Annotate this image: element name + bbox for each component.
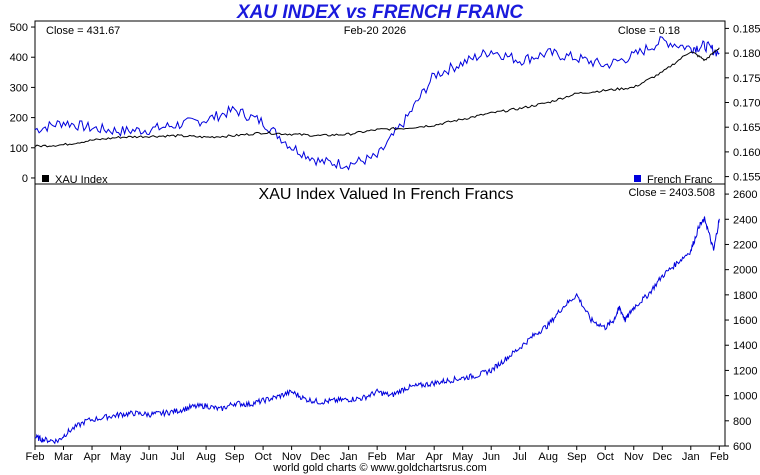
x-tick-label: Mar: [396, 451, 415, 463]
top-right-tick-label: 0.185: [733, 23, 760, 35]
x-tick-label: Aug: [538, 451, 558, 463]
bottom-panel-heading: XAU Index Valued In French Francs: [259, 186, 514, 203]
legend-xau-label: XAU Index: [55, 174, 108, 186]
top-left-tick-label: 0: [22, 173, 28, 185]
top-left-tick-label: 400: [10, 52, 28, 64]
xau-in-francs-series-line: [34, 215, 720, 445]
x-tick-label: Dec: [652, 451, 672, 463]
top-left-tick-label: 500: [10, 22, 28, 34]
xau-series-line: [34, 47, 720, 148]
bottom-tick-label: 2400: [733, 214, 757, 226]
x-tick-label: May: [452, 451, 473, 463]
x-tick-label: May: [110, 451, 131, 463]
x-tick-label: Mar: [54, 451, 73, 463]
legend-franc-swatch: [634, 175, 641, 182]
bottom-tick-label: 1400: [733, 340, 757, 352]
bottom-tick-label: 600: [733, 441, 751, 453]
top-right-tick-label: 0.170: [733, 98, 760, 110]
bottom-tick-label: 1800: [733, 290, 757, 302]
x-tick-label: Nov: [282, 451, 302, 463]
top-left-tick-label: 100: [10, 143, 28, 155]
top-close-xau: Close = 431.67: [46, 25, 120, 37]
top-right-tick-label: 0.175: [733, 73, 760, 85]
top-right-tick-label: 0.155: [733, 172, 760, 184]
x-tick-label: Dec: [310, 451, 330, 463]
bottom-tick-label: 1600: [733, 315, 757, 327]
x-tick-label: Oct: [255, 451, 272, 463]
top-right-tick-label: 0.160: [733, 147, 760, 159]
top-left-tick-label: 200: [10, 113, 28, 125]
footer-credit: world gold charts © www.goldchartsrus.co…: [273, 462, 487, 474]
series-layer: [34, 35, 720, 445]
x-tick-label: Jan: [682, 451, 700, 463]
x-tick-label: Jun: [140, 451, 158, 463]
top-right-tick-label: 0.180: [733, 48, 760, 60]
bottom-tick-label: 2200: [733, 239, 757, 251]
x-tick-label: Jun: [482, 451, 500, 463]
x-tick-label: Aug: [196, 451, 216, 463]
bottom-close-value: Close = 2403.508: [628, 187, 715, 199]
x-tick-label: Jul: [513, 451, 527, 463]
x-tick-label: Nov: [624, 451, 644, 463]
top-panel-frame: [34, 20, 726, 185]
bottom-tick-label: 2600: [733, 189, 757, 201]
x-tick-label: Jul: [171, 451, 185, 463]
x-tick-label: Sep: [225, 451, 245, 463]
top-right-tick-label: 0.165: [733, 122, 760, 134]
x-tick-label: Feb: [26, 451, 45, 463]
legend-xau-swatch: [42, 175, 49, 182]
bottom-tick-label: 2000: [733, 265, 757, 277]
x-tick-label: Sep: [567, 451, 587, 463]
bottom-tick-label: 1000: [733, 391, 757, 403]
x-tick-label: Apr: [426, 451, 443, 463]
top-date: Feb-20 2026: [344, 25, 406, 37]
x-tick-label: Feb: [368, 451, 387, 463]
top-close-franc: Close = 0.18: [618, 25, 680, 37]
bottom-tick-label: 1200: [733, 365, 757, 377]
franc-series-line: [34, 35, 720, 171]
bottom-panel-frame: [34, 183, 726, 447]
top-left-tick-label: 300: [10, 82, 28, 94]
axes-layer: 0 100 200 300 400 500 0.155 0.160 0.165 0.170 0.17…: [10, 22, 760, 463]
x-tick-label: Jan: [340, 451, 358, 463]
x-tick-label: Feb: [710, 451, 729, 463]
x-tick-label: Oct: [597, 451, 614, 463]
legend-franc-label: French Franc: [647, 174, 713, 186]
bottom-tick-label: 800: [733, 416, 751, 428]
x-tick-label: Apr: [83, 451, 100, 463]
chart-title: XAU INDEX vs FRENCH FRANC: [236, 2, 524, 23]
